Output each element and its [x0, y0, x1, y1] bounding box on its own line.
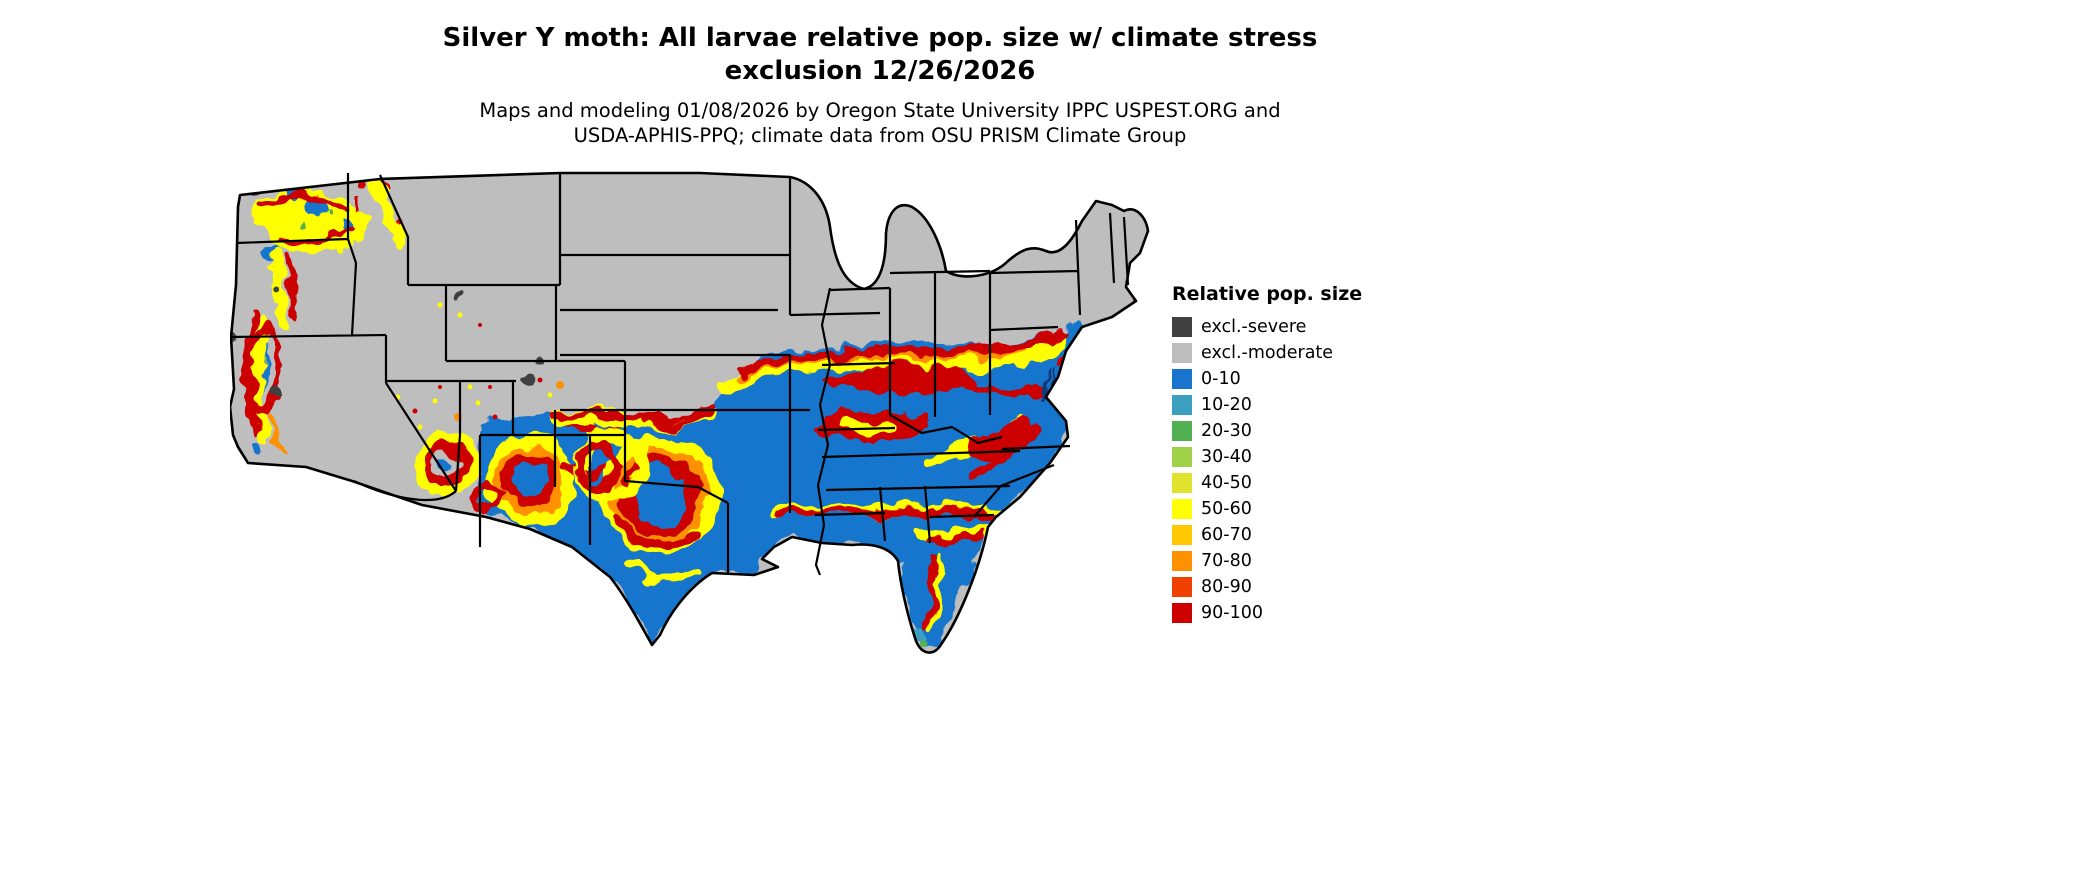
- legend-item: 10-20: [1172, 392, 1392, 418]
- legend-label: 30-40: [1201, 447, 1252, 467]
- legend-swatch-60-70: [1172, 525, 1192, 545]
- legend-swatch-20-30: [1172, 421, 1192, 441]
- legend-item: 0-10: [1172, 366, 1392, 392]
- interior-speckles: [395, 298, 1139, 430]
- legend-item: 70-80: [1172, 548, 1392, 574]
- page-title: Silver Y moth: All larvae relative pop. …: [0, 22, 1760, 89]
- legend-label: 60-70: [1201, 525, 1252, 545]
- legend-label: excl.-moderate: [1201, 343, 1334, 363]
- page-title-line2: exclusion 12/26/2026: [724, 56, 1036, 87]
- legend-item: 30-40: [1172, 444, 1392, 470]
- legend-item: excl.-severe: [1172, 314, 1392, 340]
- legend-swatch-80-90: [1172, 577, 1192, 597]
- legend-label: 40-50: [1201, 473, 1252, 493]
- legend-label: excl.-severe: [1201, 317, 1307, 337]
- legend-title: Relative pop. size: [1172, 283, 1363, 305]
- page-subtitle-line2: USDA-APHIS-PPQ; climate data from OSU PR…: [573, 124, 1187, 148]
- page-subtitle: Maps and modeling 01/08/2026 by Oregon S…: [0, 98, 1760, 149]
- legend-label: 0-10: [1201, 369, 1241, 389]
- legend-swatch-50-60: [1172, 499, 1192, 519]
- legend-label: 50-60: [1201, 499, 1252, 519]
- legend-swatch-excl-moderate: [1172, 343, 1192, 363]
- legend: Relative pop. size excl.-severe excl.-mo…: [1172, 283, 1392, 626]
- legend-item: excl.-moderate: [1172, 340, 1392, 366]
- legend-item: 60-70: [1172, 522, 1392, 548]
- legend-swatch-excl-severe: [1172, 317, 1192, 337]
- legend-swatch-0-10: [1172, 369, 1192, 389]
- page-subtitle-line1: Maps and modeling 01/08/2026 by Oregon S…: [479, 99, 1281, 122]
- state-borders: [230, 173, 1130, 576]
- legend-swatch-70-80: [1172, 551, 1192, 571]
- map-svg: [228, 171, 1150, 654]
- legend-swatch-40-50: [1172, 473, 1192, 493]
- legend-item: 40-50: [1172, 470, 1392, 496]
- legend-label: 20-30: [1201, 421, 1252, 441]
- legend-label: 80-90: [1201, 577, 1252, 597]
- us-outline: [228, 171, 1150, 654]
- page-title-line1: Silver Y moth: All larvae relative pop. …: [442, 23, 1318, 53]
- us-map: [228, 165, 1180, 685]
- legend-item: 20-30: [1172, 418, 1392, 444]
- legend-swatch-30-40: [1172, 447, 1192, 467]
- legend-item: 50-60: [1172, 496, 1392, 522]
- legend-swatch-10-20: [1172, 395, 1192, 415]
- legend-item: 80-90: [1172, 574, 1392, 600]
- legend-label: 10-20: [1201, 395, 1252, 415]
- legend-label: 70-80: [1201, 551, 1252, 571]
- legend-item: 90-100: [1172, 600, 1392, 626]
- legend-label: 90-100: [1201, 603, 1263, 623]
- legend-swatch-90-100: [1172, 603, 1192, 623]
